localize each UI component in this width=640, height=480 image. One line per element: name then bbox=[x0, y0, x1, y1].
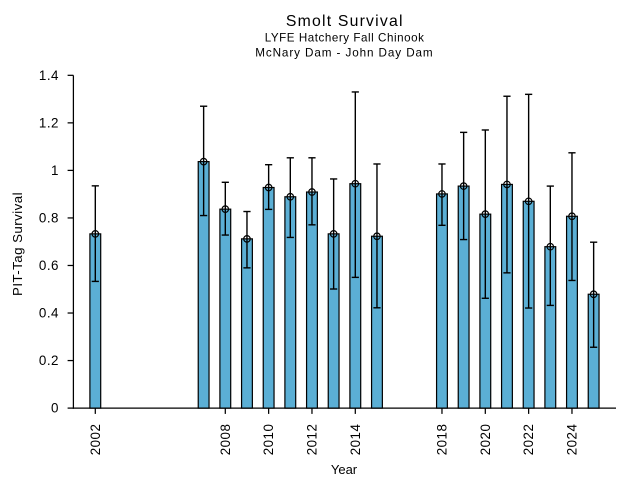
svg-text:2014: 2014 bbox=[348, 424, 363, 456]
svg-text:1.2: 1.2 bbox=[39, 115, 59, 130]
svg-text:0.4: 0.4 bbox=[39, 306, 59, 321]
svg-text:0.6: 0.6 bbox=[39, 258, 59, 273]
svg-text:0.2: 0.2 bbox=[39, 353, 59, 368]
svg-text:2010: 2010 bbox=[261, 424, 276, 456]
svg-text:2018: 2018 bbox=[434, 424, 449, 456]
svg-text:2024: 2024 bbox=[564, 424, 579, 456]
svg-text:2020: 2020 bbox=[478, 424, 493, 456]
svg-text:2002: 2002 bbox=[88, 424, 103, 456]
svg-text:1: 1 bbox=[51, 163, 59, 178]
svg-text:0: 0 bbox=[51, 401, 59, 416]
svg-text:McNary Dam - John Day Dam: McNary Dam - John Day Dam bbox=[255, 46, 433, 59]
svg-text:2022: 2022 bbox=[521, 424, 536, 456]
svg-text:2012: 2012 bbox=[304, 424, 319, 456]
svg-text:PIT-Tag Survival: PIT-Tag Survival bbox=[10, 192, 25, 296]
svg-text:1.4: 1.4 bbox=[39, 68, 59, 83]
svg-text:Year: Year bbox=[331, 462, 358, 477]
svg-text:Smolt Survival: Smolt Survival bbox=[286, 13, 404, 30]
svg-text:LYFE Hatchery Fall Chinook: LYFE Hatchery Fall Chinook bbox=[265, 31, 425, 44]
svg-text:2008: 2008 bbox=[218, 424, 233, 456]
svg-text:0.8: 0.8 bbox=[39, 210, 59, 225]
